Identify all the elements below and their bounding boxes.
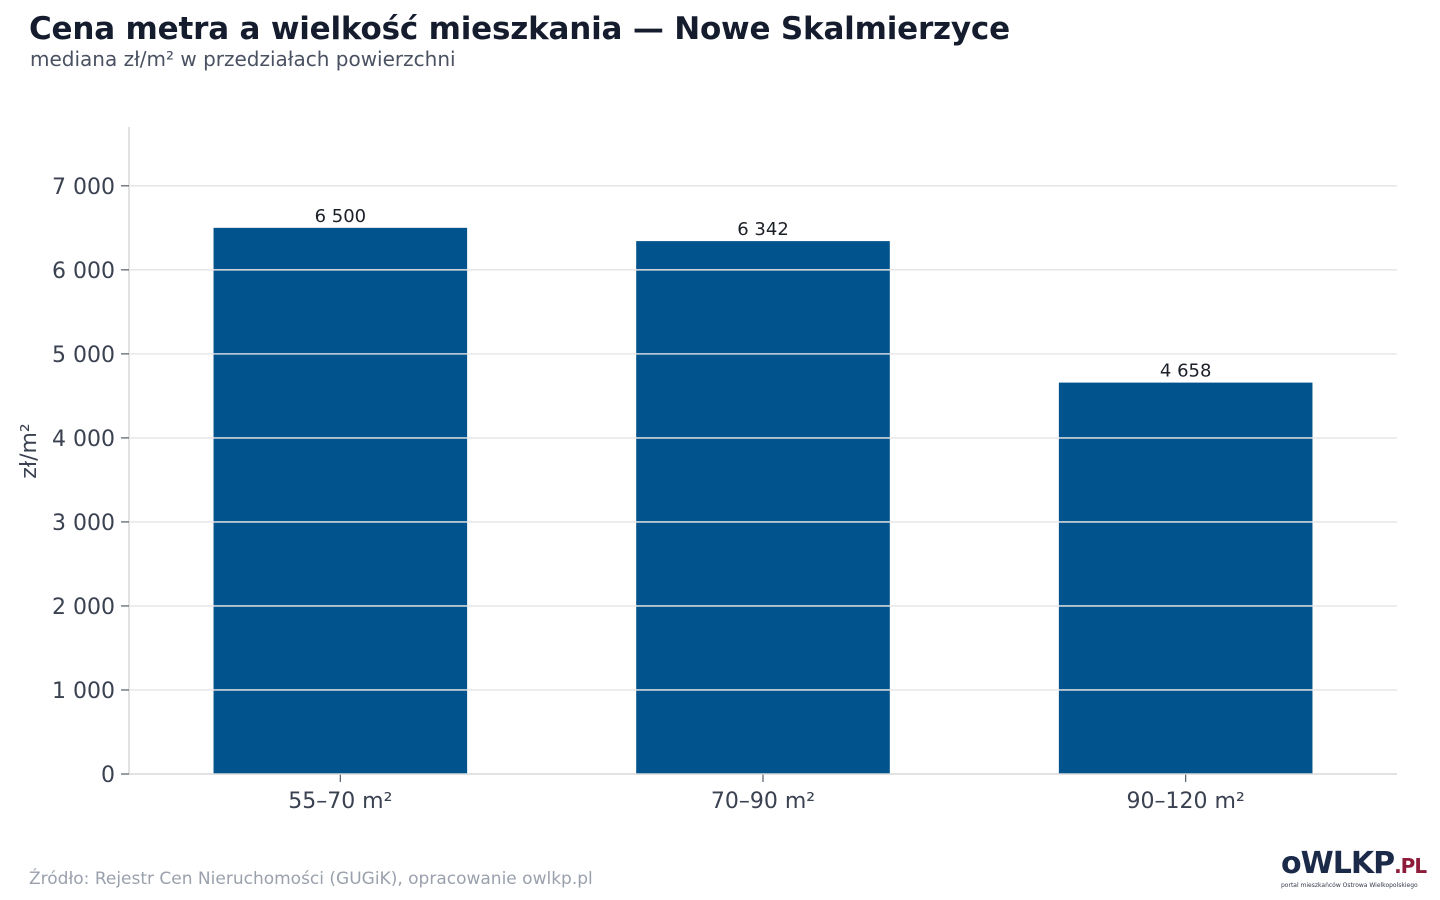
y-tick-label: 5 000	[52, 343, 115, 368]
x-tick-label: 70–90 m²	[711, 789, 815, 814]
logo-tagline: portal mieszkańców Ostrowa Wielkopolskie…	[1281, 882, 1418, 889]
y-axis-title: zł/m²	[17, 423, 42, 478]
bar	[213, 227, 468, 774]
y-tick-label: 2 000	[52, 595, 115, 620]
bar-value-label: 6 500	[315, 206, 367, 227]
logo-main: oWLKP	[1281, 846, 1395, 881]
owlkp-logo: oWLKP.PL portal mieszkańców Ostrowa Wiel…	[1281, 846, 1427, 890]
y-tick-label: 1 000	[52, 679, 115, 704]
bar	[636, 241, 890, 774]
logo-suffix: .PL	[1394, 854, 1427, 878]
source-note: Źródło: Rejestr Cen Nieruchomości (GUGiK…	[29, 869, 593, 889]
y-tick-label: 7 000	[52, 175, 115, 200]
y-tick-label: 6 000	[52, 259, 115, 284]
bar-value-label: 4 658	[1160, 361, 1212, 382]
chart-title: Cena metra a wielkość mieszkania — Nowe …	[29, 11, 1010, 47]
y-tick-label: 0	[101, 763, 115, 788]
x-tick-label: 90–120 m²	[1127, 789, 1245, 814]
y-tick-label: 3 000	[52, 511, 115, 536]
bar	[1058, 382, 1313, 774]
chart-subtitle: mediana zł/m² w przedziałach powierzchni	[30, 47, 456, 71]
bar-value-label: 6 342	[737, 219, 789, 240]
y-tick-label: 4 000	[52, 427, 115, 452]
logo-wordmark: oWLKP.PL	[1281, 846, 1427, 881]
x-tick-label: 55–70 m²	[288, 789, 392, 814]
